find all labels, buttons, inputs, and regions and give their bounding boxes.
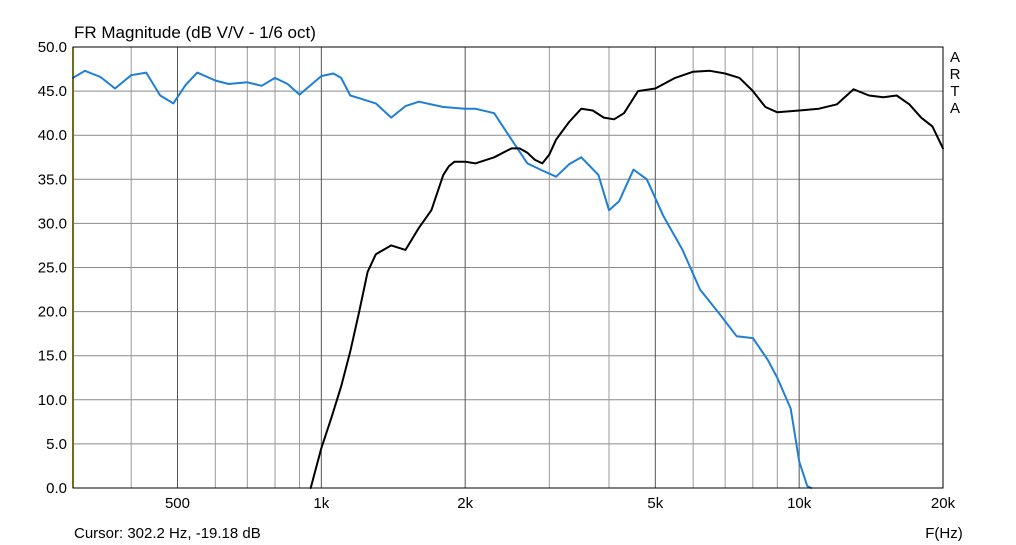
series-layer	[72, 69, 944, 489]
y-tick-label: 45.0	[38, 83, 67, 100]
x-tick-label: 2k	[457, 495, 473, 512]
x-tick-labels: 500 1k 2k 5k 10k 20k	[165, 495, 956, 512]
y-tick-label: 50.0	[38, 39, 67, 56]
x-tick-label: 1k	[313, 495, 329, 512]
x-axis-label: F(Hz)	[925, 525, 963, 542]
x-tick-label: 20k	[931, 495, 956, 512]
y-tick-label: 25.0	[38, 260, 67, 277]
cursor-readout: Cursor: 302.2 Hz, -19.18 dB	[74, 525, 261, 542]
y-tick-label: 20.0	[38, 304, 67, 321]
watermark-letter: T	[950, 83, 959, 100]
plot-frame	[72, 46, 944, 489]
y-tick-label: 35.0	[38, 171, 67, 188]
series-line-1	[72, 69, 813, 489]
x-tick-label: 5k	[647, 495, 663, 512]
watermark-letter: A	[950, 49, 960, 66]
chart-title: FR Magnitude (dB V/V - 1/6 oct)	[74, 23, 316, 42]
series-line-2	[309, 69, 944, 489]
y-tick-label: 15.0	[38, 348, 67, 365]
x-tick-label: 10k	[787, 495, 812, 512]
watermark-letter: A	[950, 100, 960, 117]
y-tick-label: 10.0	[38, 392, 67, 409]
y-tick-label: 0.0	[46, 480, 67, 497]
y-tick-label: 40.0	[38, 127, 67, 144]
watermark-letter: R	[950, 66, 961, 83]
y-tick-labels: 0.0 5.0 10.0 15.0 20.0 25.0 30.0 35.0 40.0 45.0 50…	[38, 39, 67, 497]
y-tick-label: 30.0	[38, 215, 67, 232]
x-tick-label: 500	[165, 495, 190, 512]
y-tick-label: 5.0	[46, 436, 67, 453]
